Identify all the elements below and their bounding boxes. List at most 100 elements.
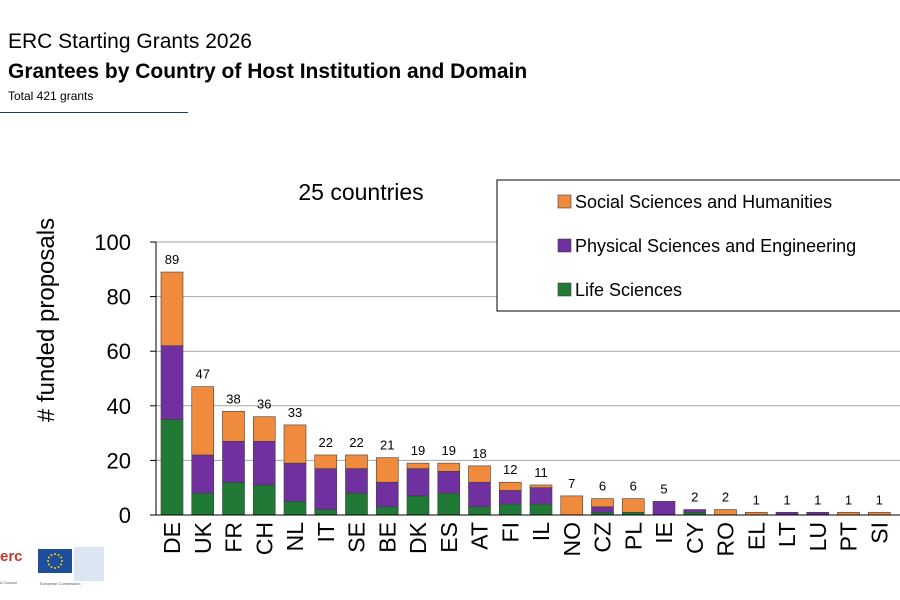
eu-star-icon [60, 563, 63, 566]
bar-segment [591, 498, 614, 508]
erc-logo: erc h Council [0, 548, 30, 588]
bar-segment [191, 492, 215, 516]
bar-segment [437, 492, 461, 516]
bar-segment [345, 468, 368, 494]
y-tick-label: 80 [107, 285, 131, 310]
x-tick-label: ES [436, 522, 462, 553]
x-tick-label: NL [282, 522, 308, 552]
bar-value-label: 18 [472, 446, 486, 461]
eu-star-icon [60, 556, 63, 559]
bar-value-label: 6 [599, 479, 606, 494]
x-tick-label: CH [251, 522, 277, 555]
bar-segment [252, 484, 276, 516]
y-tick-label: 40 [107, 394, 131, 419]
bar-segment [498, 481, 522, 491]
eu-star-icon [57, 566, 60, 569]
page-title: ERC Starting Grants 2026 [8, 30, 252, 53]
chart-bars [160, 271, 891, 516]
bar-value-label: 1 [845, 492, 852, 507]
x-tick-label: AT [467, 522, 493, 550]
bar-segment [529, 487, 553, 505]
bar-value-label: 1 [783, 492, 790, 507]
bar-value-label: 1 [814, 492, 821, 507]
eu-star-icon [57, 553, 60, 556]
bar-segment [222, 481, 245, 516]
bar-segment [314, 468, 338, 510]
bar-segment [252, 416, 276, 442]
page-subtitle: Grantees by Country of Host Institution … [8, 60, 528, 83]
chart-title: 25 countries [298, 179, 423, 205]
bar-segment [406, 495, 430, 516]
bar-value-label: 6 [630, 479, 637, 494]
legend-swatch [557, 194, 572, 209]
bar-value-label: 89 [165, 252, 179, 267]
x-tick-label: NO [559, 522, 585, 557]
bar-segment [437, 462, 461, 472]
x-tick-label: EL [743, 522, 769, 550]
bar-segment [621, 498, 645, 513]
bar-segment [529, 503, 553, 516]
y-tick-label: 0 [119, 503, 131, 528]
x-tick-label: CZ [590, 522, 616, 553]
eu-star-icon [47, 563, 50, 566]
bar-segment [714, 509, 737, 516]
bar-segment [529, 484, 553, 489]
bar-segment [160, 345, 184, 420]
bar-value-label: 33 [288, 405, 302, 420]
bar-value-label: 19 [442, 443, 456, 458]
bar-value-label: 11 [534, 465, 548, 480]
bar-segment [314, 454, 338, 469]
x-tick-label: IL [528, 522, 554, 541]
x-tick-label: BE [374, 522, 400, 553]
bar-value-label: 22 [319, 435, 333, 450]
erc-logo-text: erc [0, 548, 23, 565]
x-tick-label: SI [866, 522, 892, 544]
bar-value-label: 12 [503, 462, 517, 477]
x-tick-label: RO [713, 522, 739, 557]
header-divider [0, 112, 188, 113]
bar-segment [191, 454, 215, 494]
bar-segment [498, 503, 522, 516]
legend-swatch [557, 282, 572, 297]
x-tick-label: DE [159, 522, 185, 554]
bar-value-label: 19 [411, 443, 425, 458]
eu-star-icon [47, 556, 50, 559]
total-grants-note: Total 421 grants [8, 89, 94, 103]
eu-flag-icon: European Commission [38, 547, 104, 586]
bar-segment [160, 271, 184, 347]
eu-star-icon [61, 560, 63, 562]
chart-legend: Social Sciences and Humanities Physical S… [496, 179, 900, 312]
bar-value-label: 47 [196, 367, 210, 382]
bar-segment [160, 419, 184, 516]
bar-segment [191, 386, 215, 456]
x-tick-label: LT [774, 522, 800, 547]
svg-text:European Commission: European Commission [40, 581, 80, 586]
bar-segment [375, 457, 399, 483]
bar-segment [283, 424, 307, 464]
x-tick-label: PL [620, 522, 646, 550]
bar-segment [375, 506, 399, 516]
legend-swatch [557, 238, 572, 253]
y-axis-label: # funded proposals [33, 218, 60, 422]
bar-segment [468, 465, 491, 483]
bar-value-label: 22 [349, 435, 363, 450]
bar-segment [222, 410, 245, 442]
x-tick-label: FR [221, 522, 247, 553]
x-tick-label: IT [313, 522, 339, 542]
eu-star-icon [50, 566, 53, 569]
bar-value-label: 38 [226, 391, 240, 406]
bar-segment [406, 462, 430, 469]
x-tick-label: FI [497, 522, 523, 542]
y-tick-label: 100 [94, 230, 131, 255]
erc-logo-subtext: h Council [0, 580, 17, 585]
eu-star-icon [54, 567, 56, 569]
x-tick-label: CY [682, 522, 708, 554]
bar-value-label: 2 [722, 490, 729, 505]
bar-segment [283, 462, 307, 502]
bar-segment [652, 501, 676, 516]
y-tick-label: 60 [107, 339, 131, 364]
eu-star-icon [54, 553, 56, 555]
legend-label: Social Sciences and Humanities [575, 192, 832, 212]
